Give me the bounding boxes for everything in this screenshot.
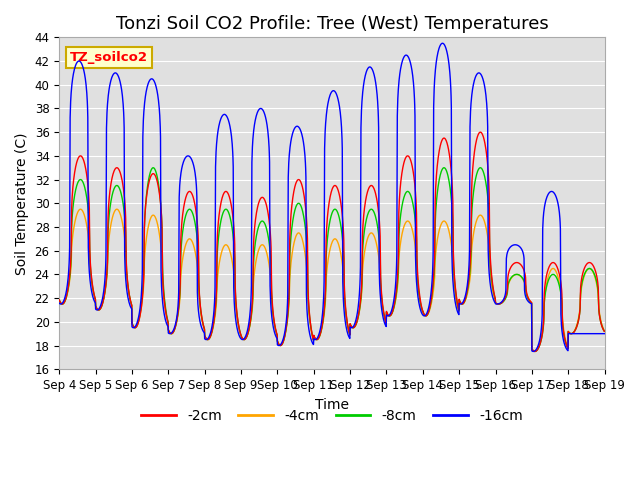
- Y-axis label: Soil Temperature (C): Soil Temperature (C): [15, 132, 29, 275]
- Text: TZ_soilco2: TZ_soilco2: [70, 50, 148, 64]
- Title: Tonzi Soil CO2 Profile: Tree (West) Temperatures: Tonzi Soil CO2 Profile: Tree (West) Temp…: [116, 15, 548, 33]
- Legend: -2cm, -4cm, -8cm, -16cm: -2cm, -4cm, -8cm, -16cm: [136, 404, 528, 429]
- X-axis label: Time: Time: [315, 397, 349, 411]
